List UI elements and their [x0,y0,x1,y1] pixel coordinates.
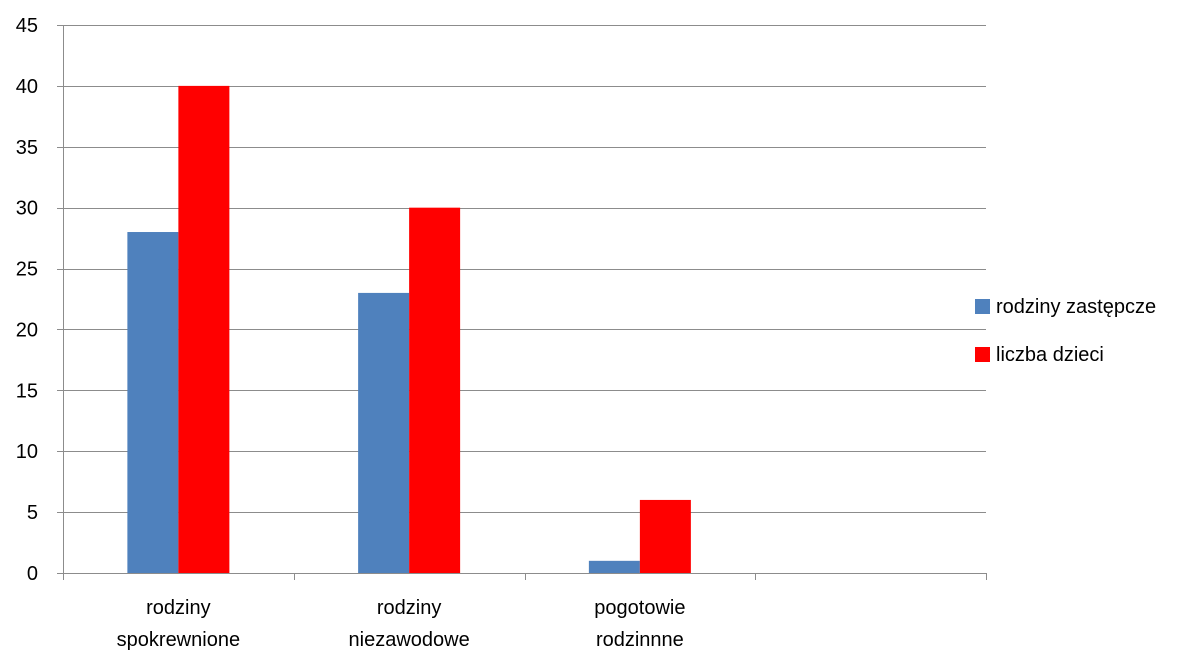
x-axis-category-labels: rodziny spokrewnione rodziny niezawodowe pog… [117,597,686,650]
legend-label-0: rodziny zastępcze [996,296,1156,318]
bar-liczba-dzieci-2 [639,499,691,573]
y-tick-label-40: 40 [16,76,38,98]
axes [57,25,987,580]
y-axis-tick-labels: 0 5 10 15 20 25 30 35 40 45 [16,15,38,585]
bar-rodziny-zastępcze-2 [588,560,640,573]
y-tick-label-25: 25 [16,259,38,281]
y-tick-label-45: 45 [16,15,38,37]
x-category-label-1-line-1: niezawodowe [349,629,470,650]
y-tick-label-35: 35 [16,137,38,159]
y-tick-label-15: 15 [16,380,38,402]
x-category-label-2-line-1: rodzinnne [596,629,684,650]
y-tick-label-5: 5 [27,502,38,524]
y-tick-label-20: 20 [16,319,38,341]
x-category-label-0-line-1: spokrewnione [117,629,240,650]
x-category-label-0-line-0: rodziny [146,597,210,619]
bar-rodziny-zastępcze-1 [358,292,410,573]
bar-liczba-dzieci-1 [409,207,461,573]
y-tick-label-30: 30 [16,198,38,220]
bars [127,85,691,573]
legend-swatch-0 [975,299,990,314]
bar-liczba-dzieci-0 [178,85,230,573]
bar-rodziny-zastępcze-0 [127,232,179,573]
legend-label-1: liczba dzieci [996,344,1104,366]
x-category-label-1-line-0: rodziny [377,597,441,619]
legend-swatch-1 [975,347,990,362]
legend: rodziny zastępcze liczba dzieci [975,296,1156,366]
y-tick-label-10: 10 [16,441,38,463]
x-category-label-2-line-0: pogotowie [594,597,685,619]
y-tick-label-0: 0 [27,563,38,585]
